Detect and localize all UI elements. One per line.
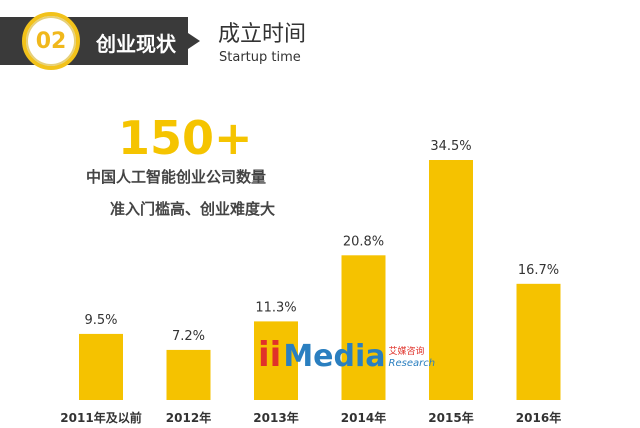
- section-title: 创业现状: [96, 32, 176, 56]
- bar-2: [254, 321, 298, 400]
- data-label: 34.5%: [430, 139, 471, 154]
- bar-4: [429, 160, 473, 400]
- watermark-brand: Media: [283, 339, 386, 374]
- highlight-number: 150+: [118, 111, 253, 165]
- category-label: 2012年: [166, 410, 211, 425]
- banner-arrow: [188, 33, 200, 49]
- highlight-line2: 准入门槛高、创业难度大: [110, 200, 276, 218]
- bar-1: [166, 349, 211, 400]
- category-label: 2016年: [516, 410, 561, 425]
- data-label: 9.5%: [84, 313, 117, 328]
- category-label: 2011年及以前: [60, 410, 141, 425]
- page-subtitle: Startup time: [219, 50, 301, 65]
- bar-5: [516, 283, 561, 400]
- data-label: 7.2%: [172, 329, 205, 344]
- watermark-logo-icon: ii: [258, 335, 282, 375]
- bar-3: [341, 255, 386, 400]
- section-number-badge: 02: [22, 12, 80, 70]
- data-label: 16.7%: [518, 263, 559, 278]
- page-title: 成立时间: [218, 22, 307, 47]
- highlight-line1: 中国人工智能创业公司数量: [86, 168, 267, 186]
- imedia-watermark: ii Media 艾媒咨询 Research: [258, 338, 435, 372]
- category-label: 2014年: [341, 410, 386, 425]
- watermark-text-column: 艾媒咨询 Research: [389, 347, 436, 370]
- category-label: 2013年: [253, 410, 298, 425]
- watermark-cn: 艾媒咨询: [388, 347, 425, 357]
- data-label: 11.3%: [255, 300, 296, 315]
- category-label: 2015年: [428, 410, 473, 425]
- bar-0: [79, 333, 123, 400]
- watermark-research: Research: [388, 358, 436, 369]
- data-label: 20.8%: [343, 234, 384, 249]
